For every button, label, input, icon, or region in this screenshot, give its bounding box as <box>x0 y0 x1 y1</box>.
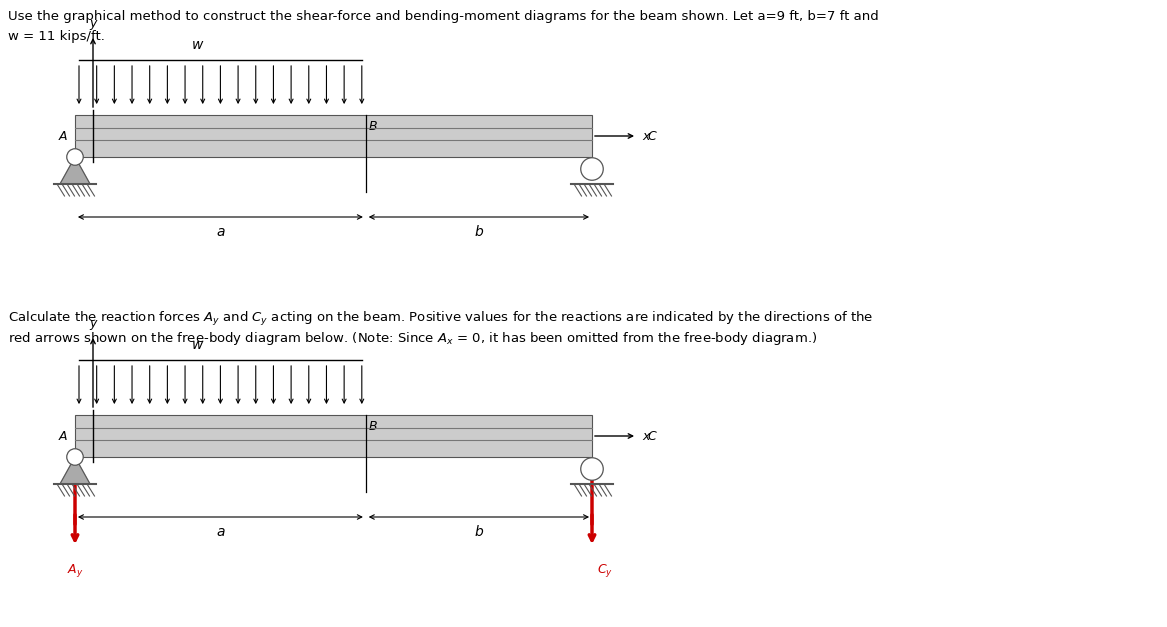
Circle shape <box>67 149 83 166</box>
Text: a: a <box>216 225 225 239</box>
Circle shape <box>67 449 83 465</box>
Text: x: x <box>642 130 649 142</box>
Text: b: b <box>475 225 483 239</box>
Text: y: y <box>90 17 97 30</box>
Circle shape <box>581 158 603 180</box>
Text: w = 11 kips/ft.: w = 11 kips/ft. <box>8 30 105 43</box>
Polygon shape <box>60 157 90 184</box>
Text: a: a <box>216 525 225 539</box>
Text: A: A <box>58 429 67 443</box>
Text: C: C <box>647 130 656 142</box>
Text: B: B <box>369 420 377 433</box>
Text: red arrows shown on the free-body diagram below. (Note: Since $A_x$ = 0, it has : red arrows shown on the free-body diagra… <box>8 330 817 347</box>
Bar <box>75 415 592 457</box>
Circle shape <box>581 458 603 480</box>
Text: x: x <box>642 429 649 443</box>
Text: B: B <box>369 120 377 133</box>
Text: b: b <box>475 525 483 539</box>
Text: y: y <box>90 317 97 330</box>
Text: C: C <box>647 429 656 443</box>
Text: $C_y$: $C_y$ <box>598 562 613 579</box>
Text: A: A <box>58 130 67 142</box>
Text: $A_y$: $A_y$ <box>67 562 83 579</box>
Text: w: w <box>191 38 203 52</box>
Polygon shape <box>60 457 90 484</box>
Bar <box>75 115 592 157</box>
Text: w: w <box>191 338 203 352</box>
Text: Calculate the reaction forces $A_y$ and $C_y$ acting on the beam. Positive value: Calculate the reaction forces $A_y$ and … <box>8 310 873 328</box>
Text: Use the graphical method to construct the shear-force and bending-moment diagram: Use the graphical method to construct th… <box>8 10 879 23</box>
